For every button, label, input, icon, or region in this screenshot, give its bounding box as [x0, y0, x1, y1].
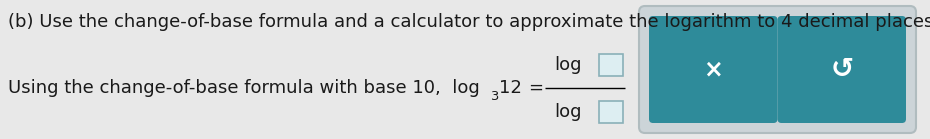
Text: ↺: ↺ [830, 55, 854, 84]
FancyBboxPatch shape [599, 101, 623, 123]
Text: =: = [528, 79, 543, 97]
Text: Using the change-of-base formula with base 10,  log: Using the change-of-base formula with ba… [8, 79, 480, 97]
FancyBboxPatch shape [639, 6, 916, 133]
FancyBboxPatch shape [599, 54, 623, 76]
Text: 12: 12 [499, 79, 522, 97]
FancyBboxPatch shape [649, 16, 777, 123]
Text: 3: 3 [490, 90, 498, 104]
Text: log: log [554, 56, 581, 74]
FancyBboxPatch shape [777, 16, 906, 123]
Text: log: log [554, 103, 581, 121]
Text: ×: × [703, 58, 724, 81]
Text: (b) Use the change-of-base formula and a calculator to approximate the logarithm: (b) Use the change-of-base formula and a… [8, 13, 930, 31]
